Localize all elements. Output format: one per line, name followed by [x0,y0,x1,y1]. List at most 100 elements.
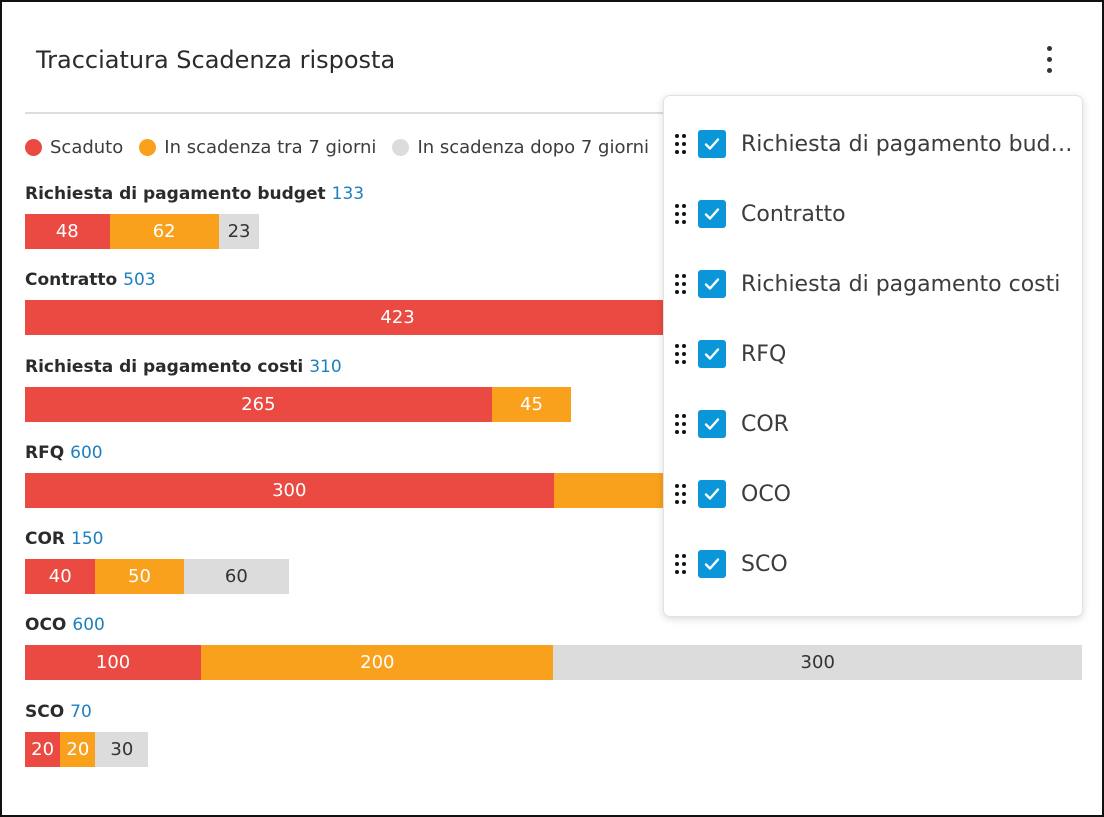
legend-item[interactable]: In scadenza tra 7 giorni [139,137,376,158]
check-icon [704,348,720,360]
bar-segment-in_scadenza_7[interactable]: 20 [60,731,96,767]
legend-item[interactable]: In scadenza dopo 7 giorni [392,137,649,158]
bar-row: Contratto 503 423 [25,270,771,356]
check-icon [704,208,720,220]
chart-legend: Scaduto In scadenza tra 7 giorni In scaden… [25,137,649,158]
stacked-bar: 48 62 23 [25,214,260,249]
bar-label: Richiesta di pagamento budget 133 [25,184,364,206]
checkbox[interactable] [698,410,726,438]
bar-row: Richiesta di pagamento costi 310 265 45 [25,357,572,443]
bar-segment-dopo_7[interactable]: 23 [218,214,260,249]
legend-dot-icon [25,139,42,156]
checkbox[interactable] [698,340,726,368]
drag-handle-icon[interactable] [675,130,689,158]
stacked-bar: 423 [25,300,771,336]
menu-item[interactable]: COR [664,404,1082,444]
bar-segment-in_scadenza_7[interactable]: 62 [109,214,219,249]
drag-handle-icon[interactable] [675,480,689,508]
bar-label: SCO 70 [25,702,364,724]
bar-segment-in_scadenza_7[interactable]: 50 [95,559,184,595]
bar-segment-dopo_7[interactable]: 300 [553,645,1082,681]
bar-row: SCO 70 20 20 30 [25,702,364,788]
legend-dot-icon [392,139,410,156]
stacked-bar: 20 20 30 [25,731,149,767]
menu-item[interactable]: Contratto [664,194,1082,234]
bar-segment-in_scadenza_7[interactable]: 200 [201,645,554,681]
bar-row: Richiesta di pagamento budget 133 48 62 23 [25,184,364,270]
bar-category: Richiesta di pagamento costi [25,356,304,377]
checkbox[interactable] [698,550,726,578]
menu-item-label: OCO [741,481,791,507]
menu-item-label: COR [741,411,789,437]
legend-item[interactable]: Scaduto [25,137,123,158]
check-icon [704,278,720,290]
check-icon [704,488,720,500]
series-visibility-menu: Richiesta di pagamento budget Contratto Ri… [663,95,1083,617]
stacked-bar-chart: Richiesta di pagamento budget 133 48 62 23 Co… [25,184,1082,788]
menu-item-label: RFQ [741,341,787,367]
bar-category: OCO [25,615,67,636]
bar-total[interactable]: 310 [309,356,342,377]
menu-item[interactable]: RFQ [664,334,1082,374]
checkbox[interactable] [698,200,726,228]
drag-handle-icon[interactable] [675,340,689,368]
bar-segment-scaduto[interactable]: 100 [25,645,202,681]
check-icon [704,418,720,430]
bar-total[interactable]: 70 [70,701,92,722]
checkbox[interactable] [698,270,726,298]
bar-segment-scaduto[interactable]: 265 [25,386,492,422]
stacked-bar: 265 45 [25,386,572,422]
divider [25,112,1075,114]
bar-category: SCO [25,701,65,722]
bar-segment-scaduto[interactable]: 300 [25,472,554,508]
bar-segment-in_scadenza_7[interactable]: 45 [491,386,572,422]
bar-label: Contratto 503 [25,270,364,292]
legend-label: Scaduto [50,137,124,158]
bar-segment-scaduto[interactable]: 423 [25,300,771,336]
stacked-bar: 40 50 60 [25,559,290,595]
drag-handle-icon[interactable] [675,270,689,298]
bar-label: RFQ 600 [25,443,364,465]
bar-segment-scaduto[interactable]: 20 [25,731,61,767]
bar-total[interactable]: 150 [71,529,104,550]
checkbox[interactable] [698,480,726,508]
bar-segment-scaduto[interactable]: 48 [25,214,110,249]
bar-total[interactable]: 600 [72,615,105,636]
bar-category: COR [25,529,66,550]
bar-category: Contratto [25,270,118,291]
checkbox[interactable] [698,130,726,158]
menu-item[interactable]: OCO [664,474,1082,514]
menu-item[interactable]: SCO [664,544,1082,584]
widget-title: Tracciatura Scadenza risposta [36,46,396,74]
menu-item-label: SCO [741,551,788,577]
bar-row: RFQ 600 300 [25,443,1082,529]
drag-handle-icon[interactable] [675,550,689,578]
drag-handle-icon[interactable] [675,200,689,228]
drag-handle-icon[interactable] [675,410,689,438]
check-icon [704,558,720,570]
bar-total[interactable]: 133 [331,184,365,204]
bar-segment-dopo_7[interactable]: 30 [95,731,149,767]
menu-item[interactable]: Richiesta di pagamento costi [664,264,1082,304]
legend-label: In scadenza tra 7 giorni [164,137,377,158]
bar-label: COR 150 [25,529,364,551]
stacked-bar: 100 200 300 [25,645,1082,681]
check-icon [704,138,720,150]
bar-label: OCO 600 [25,615,364,637]
bar-row: COR 150 40 50 60 [25,529,364,615]
menu-item-label: Contratto [741,201,846,227]
legend-label: In scadenza dopo 7 giorni [417,137,649,158]
bar-category: RFQ [25,442,65,463]
bar-label: Richiesta di pagamento costi 310 [25,357,364,379]
menu-item-label: Richiesta di pagamento budget [741,131,1081,157]
menu-item-label: Richiesta di pagamento costi [741,271,1061,297]
menu-item[interactable]: Richiesta di pagamento budget [664,124,1082,164]
more-options-icon[interactable] [1040,44,1060,76]
bar-segment-dopo_7[interactable]: 60 [183,559,290,595]
bar-category: Richiesta di pagamento budget [25,184,326,204]
bar-total[interactable]: 503 [123,270,156,291]
bar-row: OCO 600 100 200 300 [25,615,1082,701]
bar-segment-scaduto[interactable]: 40 [25,559,96,595]
bar-total[interactable]: 600 [70,442,103,463]
